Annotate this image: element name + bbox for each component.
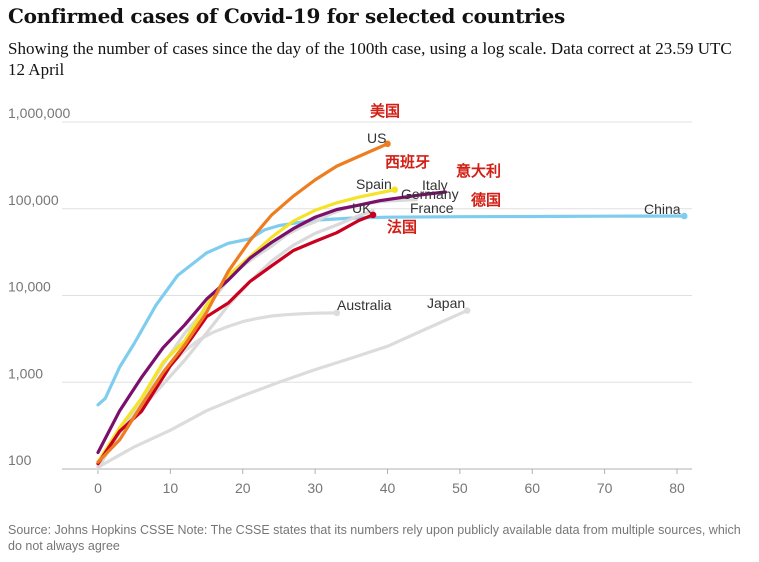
x-tick-label: 20 — [235, 480, 251, 496]
y-tick-label: 1,000 — [8, 365, 43, 381]
x-tick-label: 60 — [524, 480, 540, 496]
x-tick-label: 10 — [163, 480, 179, 496]
annotation-label: 意大利 — [456, 162, 501, 180]
series-end-markers — [333, 140, 688, 317]
end-marker-spain — [391, 186, 399, 193]
annotation-label: 法国 — [387, 218, 417, 236]
end-marker-japan — [463, 307, 471, 314]
series-line-italy — [96, 190, 447, 455]
annotation-label: 美国 — [370, 102, 400, 120]
series-line-france — [96, 209, 375, 471]
x-tick-label: 40 — [380, 480, 396, 496]
series-label-japan: Japan — [427, 295, 465, 311]
x-axis-ticks: 0 10 20 30 40 50 60 70 80 — [94, 469, 685, 496]
series-line-us — [96, 142, 390, 464]
series-label-uk: UK — [352, 200, 372, 216]
chart-subtitle: Showing the number of cases since the da… — [8, 39, 732, 79]
series-label-china: China — [644, 201, 681, 217]
series-label-italy: Italy — [422, 177, 448, 193]
x-tick-label: 70 — [597, 480, 613, 496]
x-tick-label: 30 — [307, 480, 323, 496]
y-tick-label: 1,000,000 — [8, 105, 70, 121]
series-line-uk — [96, 213, 375, 466]
series-label-us: US — [367, 130, 386, 146]
end-marker-us — [384, 140, 391, 148]
y-tick-label: 100,000 — [8, 192, 59, 208]
series-label-germany: Germany — [401, 186, 459, 202]
chart-title: Confirmed cases of Covid-19 for selected… — [8, 4, 565, 28]
source-note: Source: Johns Hopkins CSSE Note: The CSS… — [8, 523, 741, 553]
series-label-spain: Spain — [356, 176, 392, 192]
series-lines — [96, 142, 686, 471]
end-marker-china — [680, 212, 688, 220]
y-tick-label: 10,000 — [8, 279, 51, 295]
end-marker-australia — [333, 309, 341, 317]
annotation-label: 西班牙 — [385, 153, 430, 171]
end-marker-uk — [369, 211, 377, 219]
y-tick-label: 100 — [8, 452, 32, 468]
annotation-label: 德国 — [471, 191, 501, 209]
x-tick-label: 50 — [452, 480, 468, 496]
y-axis-ticks: 100 1,000 10,000 100,000 1,000,000 — [8, 105, 70, 468]
series-label-australia: Australia — [337, 297, 392, 313]
grid-lines — [62, 121, 692, 470]
x-tick-label: 0 — [94, 480, 102, 496]
series-line-germany — [96, 198, 418, 466]
x-tick-label: 80 — [669, 480, 685, 496]
series-label-france: France — [410, 200, 454, 216]
chinese-annotations: 美国西班牙意大利德国法国 — [370, 102, 501, 236]
series-line-japan — [96, 309, 469, 469]
